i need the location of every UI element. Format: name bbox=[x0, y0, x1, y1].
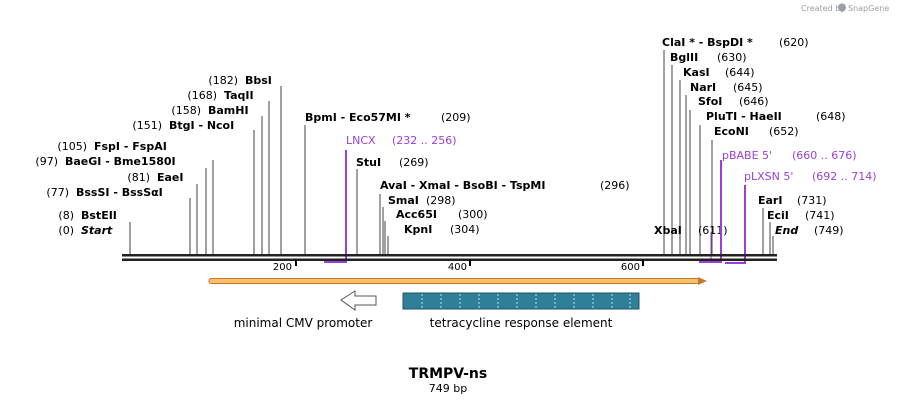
backbone-bottom-strand bbox=[122, 258, 777, 261]
middle-enzyme-labels: BpmI - Eco57MI * (209) StuI (269) AvaI -… bbox=[305, 111, 630, 236]
orf-arrowhead bbox=[698, 277, 707, 285]
primer-range: (692 .. 714) bbox=[812, 170, 877, 183]
left-enzyme-labels: (182) BbsI (168) TaqII (158) BamHI (151)… bbox=[35, 74, 272, 237]
enzyme-label: EaeI bbox=[157, 171, 184, 184]
site-pos: (151) bbox=[132, 119, 162, 132]
site-pos: (158) bbox=[171, 104, 201, 117]
orf-arrow bbox=[208, 277, 707, 285]
enzyme-label: SmaI bbox=[388, 194, 419, 207]
site-pos: (97) bbox=[35, 155, 58, 168]
site-pos: (0) bbox=[58, 224, 74, 237]
site-pos: (298) bbox=[426, 194, 456, 207]
site-pos: (182) bbox=[208, 74, 238, 87]
site-pos: (296) bbox=[600, 179, 630, 192]
primer-plxsn-arrow bbox=[725, 185, 746, 264]
snapgene-logo-icon bbox=[838, 3, 846, 12]
end-label: End bbox=[775, 224, 798, 237]
enzyme-label: XbaI bbox=[654, 224, 682, 237]
site-pos: (620) bbox=[779, 36, 809, 49]
enzyme-label: Acc65I bbox=[396, 208, 437, 221]
primer-pbabe-arrow bbox=[699, 160, 722, 263]
credit-text: Created by bbox=[801, 4, 845, 13]
enzyme-label: PluTI - HaeII bbox=[706, 110, 782, 123]
enzyme-label: BstEII bbox=[81, 209, 117, 222]
site-pos: (168) bbox=[187, 89, 217, 102]
site-pos: (644) bbox=[725, 66, 755, 79]
enzyme-label: SfoI bbox=[698, 95, 722, 108]
primer-lncx-arrow bbox=[324, 150, 347, 263]
site-pos: (652) bbox=[769, 125, 799, 138]
enzyme-label: BbsI bbox=[245, 74, 272, 87]
tre-box bbox=[402, 292, 640, 310]
enzyme-label: BaeGI - Bme1580I bbox=[65, 155, 176, 168]
promoter-arrow-icon bbox=[340, 290, 377, 311]
enzyme-label: FspI - FspAI bbox=[94, 140, 167, 153]
primers: LNCX (232 .. 256) pBABE 5' (660 .. 676) … bbox=[324, 134, 877, 264]
enzyme-label: KpnI bbox=[404, 223, 432, 236]
site-pos: (749) bbox=[814, 224, 844, 237]
site-pos: (646) bbox=[739, 95, 769, 108]
tre-label: tetracycline response element bbox=[430, 316, 613, 330]
primer-label: pLXSN 5' bbox=[744, 170, 793, 183]
site-pos: (209) bbox=[441, 111, 471, 124]
enzyme-label: EciI bbox=[767, 209, 789, 222]
primer-label: LNCX bbox=[346, 134, 376, 147]
enzyme-label: BpmI - Eco57MI * bbox=[305, 111, 411, 124]
site-pos: (645) bbox=[733, 81, 763, 94]
tre-feature: tetracycline response element bbox=[402, 292, 640, 330]
cut-site-lines bbox=[129, 50, 774, 255]
enzyme-label: BssSI - BssSαI bbox=[76, 186, 163, 199]
enzyme-label: EcoNI bbox=[714, 125, 749, 138]
site-pos: (630) bbox=[717, 51, 747, 64]
site-pos: (648) bbox=[816, 110, 846, 123]
start-label: Start bbox=[81, 224, 113, 237]
site-pos: (105) bbox=[57, 140, 87, 153]
orf-bar bbox=[208, 278, 700, 284]
map-title: TRMPV-ns bbox=[409, 366, 487, 382]
site-pos: (77) bbox=[46, 186, 69, 199]
tick-label: 600 bbox=[621, 262, 640, 273]
dna-backbone: 200 400 600 bbox=[122, 254, 777, 273]
enzyme-label: TaqII bbox=[224, 89, 254, 102]
enzyme-label: ClaI * - BspDI * bbox=[662, 36, 753, 49]
enzyme-label: BglII bbox=[670, 51, 698, 64]
site-pos: (269) bbox=[399, 156, 429, 169]
promoter-label: minimal CMV promoter bbox=[234, 316, 373, 330]
enzyme-label: BamHI bbox=[208, 104, 249, 117]
site-pos: (81) bbox=[127, 171, 150, 184]
primer-range: (232 .. 256) bbox=[392, 134, 457, 147]
site-pos: (741) bbox=[805, 209, 835, 222]
right-enzyme-labels: ClaI * - BspDI * (620) BglII (630) KasI … bbox=[654, 36, 846, 237]
map-length: 749 bp bbox=[429, 382, 467, 395]
promoter-feature: minimal CMV promoter bbox=[234, 290, 377, 330]
enzyme-label: EarI bbox=[758, 194, 782, 207]
enzyme-label: NarI bbox=[690, 81, 716, 94]
enzyme-label: KasI bbox=[683, 66, 710, 79]
primer-range: (660 .. 676) bbox=[792, 149, 857, 162]
site-pos: (611) bbox=[698, 224, 728, 237]
site-pos: (731) bbox=[797, 194, 827, 207]
tick-label: 400 bbox=[448, 262, 467, 273]
primer-label: pBABE 5' bbox=[722, 149, 772, 162]
enzyme-label: BtgI - NcoI bbox=[169, 119, 234, 132]
site-pos: (304) bbox=[450, 223, 480, 236]
enzyme-label: AvaI - XmaI - BsoBI - TspMI bbox=[380, 179, 545, 192]
site-pos: (8) bbox=[58, 209, 74, 222]
backbone-top-strand bbox=[122, 254, 777, 257]
site-pos: (300) bbox=[458, 208, 488, 221]
credit-brand: SnapGene bbox=[848, 4, 889, 13]
enzyme-label: StuI bbox=[356, 156, 381, 169]
tick-label: 200 bbox=[273, 262, 292, 273]
